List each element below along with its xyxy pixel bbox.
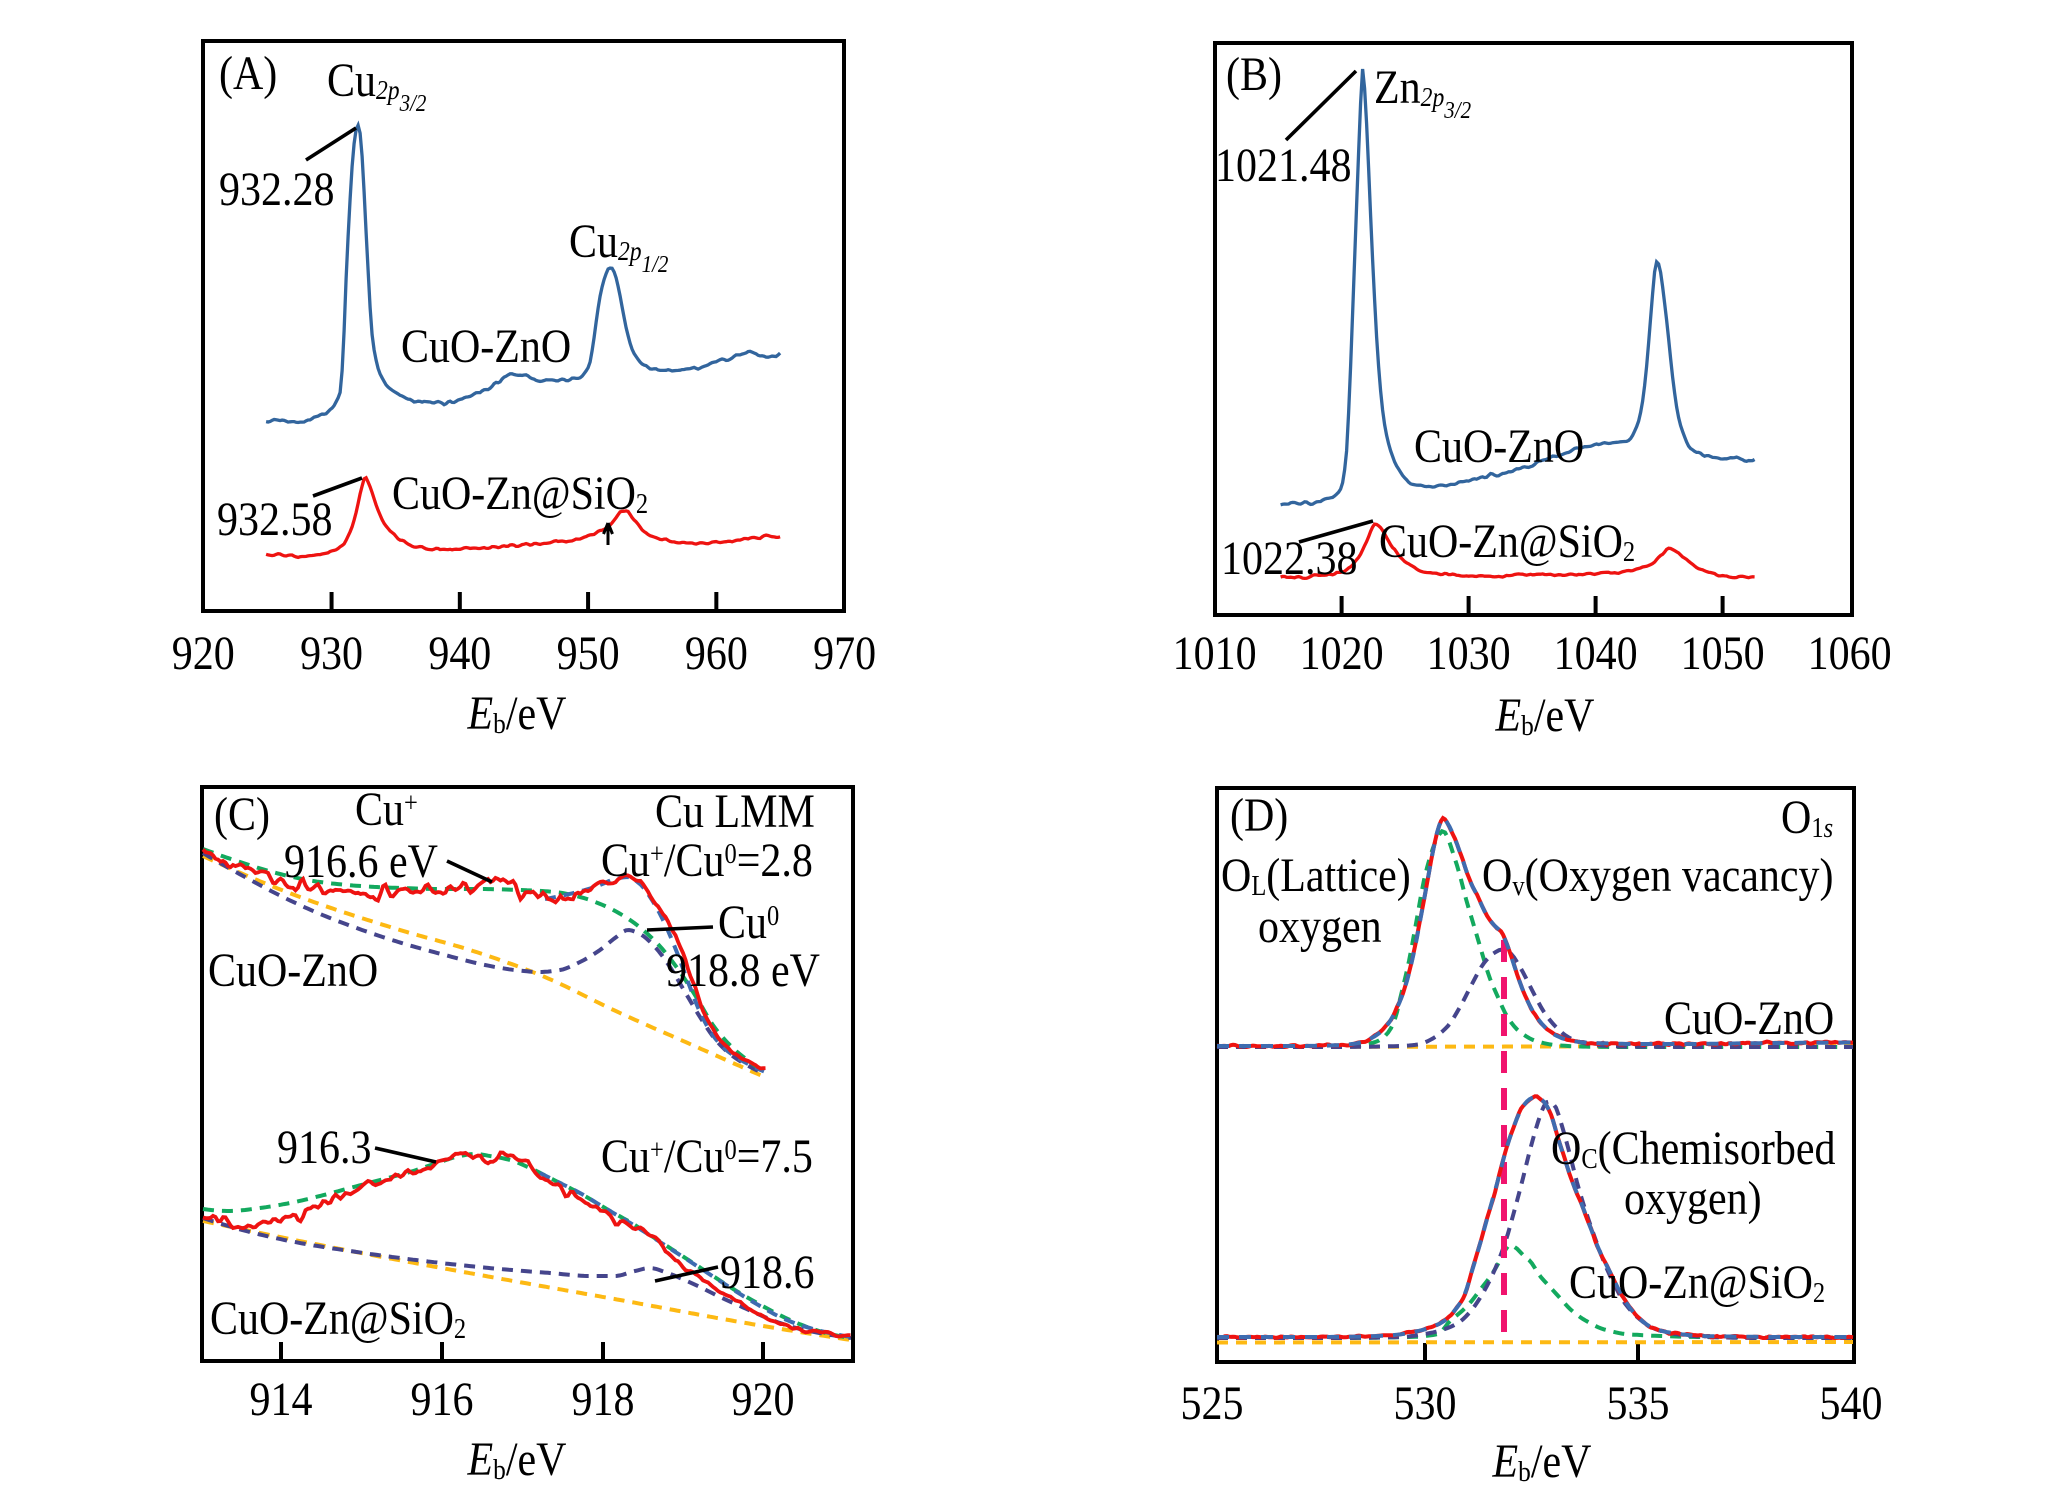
svg-text:916.6 eV: 916.6 eV xyxy=(284,834,438,887)
svg-text:oxygen): oxygen) xyxy=(1624,1171,1762,1224)
svg-text:530: 530 xyxy=(1394,1376,1457,1429)
svg-text:1060: 1060 xyxy=(1808,626,1892,679)
svg-text:1040: 1040 xyxy=(1554,626,1638,679)
svg-text:CuO-ZnO: CuO-ZnO xyxy=(208,943,378,996)
svg-text:OC(Chemisorbed: OC(Chemisorbed xyxy=(1551,1121,1836,1174)
svg-text:CuO-Zn@SiO2: CuO-Zn@SiO2 xyxy=(1379,514,1635,567)
svg-text:CuO-ZnO: CuO-ZnO xyxy=(1664,991,1834,1044)
svg-text:Cu+/Cu0=2.8: Cu+/Cu0=2.8 xyxy=(601,833,813,886)
svg-text:(D): (D) xyxy=(1230,788,1288,841)
svg-text:CuO-Zn@SiO2: CuO-Zn@SiO2 xyxy=(210,1291,466,1344)
svg-text:Ov(Oxygen vacancy): Ov(Oxygen vacancy) xyxy=(1482,848,1833,901)
svg-text:(B): (B) xyxy=(1226,47,1282,100)
svg-text:oxygen: oxygen xyxy=(1258,899,1382,952)
svg-text:920: 920 xyxy=(732,1372,795,1425)
svg-text:525: 525 xyxy=(1181,1376,1244,1429)
svg-text:932.58: 932.58 xyxy=(217,492,332,545)
svg-text:930: 930 xyxy=(300,626,363,679)
svg-text:Cu LMM: Cu LMM xyxy=(655,784,815,837)
svg-text:OL(Lattice): OL(Lattice) xyxy=(1221,848,1411,901)
svg-text:918.6: 918.6 xyxy=(720,1245,814,1298)
svg-text:970: 970 xyxy=(813,626,876,679)
svg-text:Eb/eV: Eb/eV xyxy=(467,1432,567,1485)
svg-text:(C): (C) xyxy=(214,787,270,840)
svg-text:932.28: 932.28 xyxy=(219,162,334,215)
svg-text:1030: 1030 xyxy=(1427,626,1511,679)
svg-text:916.3: 916.3 xyxy=(277,1120,371,1173)
svg-text:CuO-Zn@SiO2: CuO-Zn@SiO2 xyxy=(392,466,648,519)
svg-text:1020: 1020 xyxy=(1300,626,1384,679)
svg-text:1021.48: 1021.48 xyxy=(1215,138,1351,191)
svg-text:1022.38: 1022.38 xyxy=(1221,531,1357,584)
svg-text:(A): (A) xyxy=(219,46,277,99)
svg-text:1010: 1010 xyxy=(1173,626,1257,679)
svg-text:914: 914 xyxy=(250,1372,313,1425)
svg-text:940: 940 xyxy=(428,626,491,679)
svg-text:Cu+: Cu+ xyxy=(355,782,418,835)
svg-text:Eb/eV: Eb/eV xyxy=(1495,688,1595,741)
svg-text:Cu+/Cu0=7.5: Cu+/Cu0=7.5 xyxy=(601,1129,813,1182)
svg-text:CuO-ZnO: CuO-ZnO xyxy=(401,319,571,372)
svg-text:1050: 1050 xyxy=(1681,626,1765,679)
svg-text:Eb/eV: Eb/eV xyxy=(467,686,567,739)
svg-text:CuO-Zn@SiO2: CuO-Zn@SiO2 xyxy=(1569,1255,1825,1308)
svg-text:CuO-ZnO: CuO-ZnO xyxy=(1414,419,1584,472)
svg-text:950: 950 xyxy=(557,626,620,679)
svg-text:918: 918 xyxy=(572,1372,635,1425)
svg-text:918.8 eV: 918.8 eV xyxy=(666,943,820,996)
svg-text:960: 960 xyxy=(685,626,748,679)
svg-text:540: 540 xyxy=(1820,1376,1883,1429)
svg-text:Eb/eV: Eb/eV xyxy=(1492,1434,1592,1487)
svg-text:920: 920 xyxy=(172,626,235,679)
svg-text:916: 916 xyxy=(411,1372,474,1425)
svg-text:535: 535 xyxy=(1607,1376,1670,1429)
